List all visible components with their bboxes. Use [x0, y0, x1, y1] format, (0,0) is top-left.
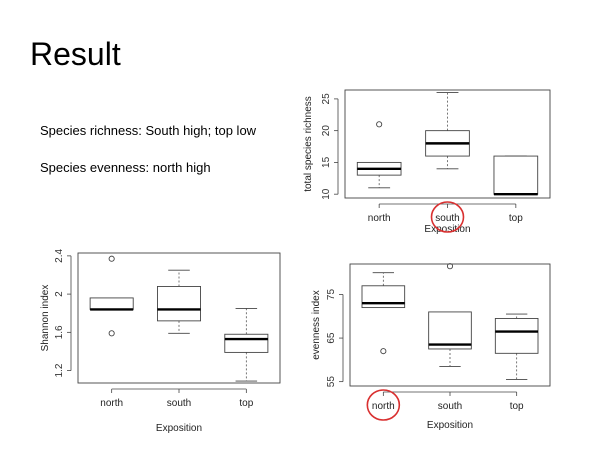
y-axis-title: Shannon index — [40, 285, 51, 352]
x-tick-label-top: top — [509, 213, 523, 224]
slide-title: Result — [30, 36, 121, 72]
x-axis-title: Exposition — [424, 224, 470, 235]
box-top — [494, 318, 539, 354]
box-south — [428, 311, 472, 350]
x-tick-label-top: top — [510, 401, 524, 412]
y-tick-label: 2 — [54, 291, 65, 297]
x-tick-label-north: north — [372, 401, 395, 412]
y-axis-title: evenness index — [311, 290, 322, 360]
x-axis-title: Exposition — [156, 423, 202, 434]
x-tick-label-south: south — [167, 398, 191, 409]
note-species-evenness: Species evenness: north high — [40, 160, 211, 175]
evenness-boxplot: 55 65 75 north south top Exposition evenness in… — [311, 263, 551, 431]
y-tick-label: 1.6 — [54, 325, 65, 339]
box-top — [224, 333, 269, 353]
y-tick-label: 55 — [326, 376, 337, 388]
plot-frame — [344, 89, 551, 199]
box-top — [493, 155, 539, 195]
note-species-richness: Species richness: South high; top low — [40, 123, 257, 138]
y-tick-label: 65 — [326, 332, 337, 344]
y-tick-label: 2.4 — [54, 248, 65, 262]
x-tick-label-south: south — [435, 213, 459, 224]
box-south — [157, 286, 201, 322]
outlier-south — [446, 263, 454, 270]
outlier-north — [376, 121, 383, 128]
y-tick-label: 1.2 — [54, 363, 65, 377]
plot-frame — [77, 252, 281, 384]
y-tick-label: 75 — [326, 289, 337, 301]
outlier-north — [380, 348, 387, 355]
y-tick-label: 20 — [321, 125, 332, 137]
box-north — [89, 297, 134, 310]
richness-boxplot: 10 15 20 25 north south top Exposition total spe… — [303, 89, 551, 235]
y-tick-label: 15 — [321, 156, 332, 168]
outlier-north — [108, 330, 115, 337]
y-tick-label: 10 — [321, 188, 332, 200]
y-tick-label: 25 — [321, 93, 332, 105]
y-axis-title: total species richness — [303, 96, 314, 192]
outlier-north — [108, 255, 115, 262]
x-tick-label-south: south — [438, 401, 462, 412]
highlight-circle-south — [430, 201, 465, 233]
x-axis-title: Exposition — [427, 420, 473, 431]
highlight-circle-north — [366, 389, 401, 421]
shannon-boxplot: 1.2 1.6 2 2.4 north south top Exposition Shannon… — [40, 248, 281, 434]
x-tick-label-top: top — [239, 398, 253, 409]
x-tick-label-north: north — [368, 213, 391, 224]
x-tick-label-north: north — [100, 398, 123, 409]
